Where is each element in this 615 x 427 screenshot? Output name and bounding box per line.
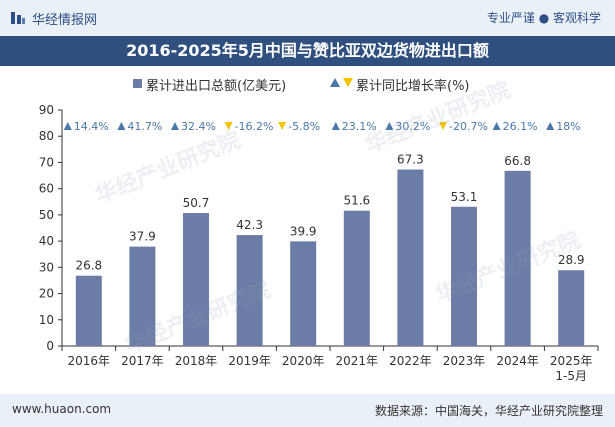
y-tick-label: 0 — [46, 339, 54, 353]
growth-rate-label: 26.1% — [503, 120, 538, 133]
bar-value-label: 42.3 — [236, 218, 263, 232]
bar-value-label: 66.8 — [504, 154, 531, 168]
x-tick-label: 2016年 — [68, 354, 111, 368]
x-tick-label: 2018年 — [175, 354, 218, 368]
bar-value-label: 28.9 — [558, 253, 585, 267]
x-tick-label: 2022年 — [389, 354, 432, 368]
growth-down-icon — [278, 122, 287, 130]
growth-rate-label: 32.4% — [181, 120, 216, 133]
growth-rate-label: 41.7% — [127, 120, 162, 133]
chart-title: 2016-2025年5月中国与赞比亚双边货物进出口额 — [0, 36, 615, 66]
legend-down-triangle-icon — [343, 78, 353, 87]
bar — [558, 270, 585, 346]
bar-value-label: 67.3 — [397, 153, 424, 167]
bar — [290, 241, 317, 346]
bar-value-label: 39.9 — [290, 224, 317, 238]
bar-value-label: 51.6 — [343, 194, 370, 208]
bar — [451, 206, 477, 346]
bar — [504, 170, 531, 346]
chart-legend: 累计进出口总额(亿美元) 累计同比增长率(%) — [0, 74, 615, 96]
growth-rate-label: -16.2% — [235, 120, 274, 133]
x-tick-label: 2025年 — [550, 354, 593, 368]
x-tick-label: 2023年 — [443, 354, 486, 368]
x-tick-label: 2024年 — [496, 354, 539, 368]
header-bar: 华经情报网 专业严谨 ● 客观科学 — [0, 0, 615, 36]
growth-rate-label: -5.8% — [288, 120, 320, 133]
y-tick-label: 60 — [39, 182, 54, 196]
y-tick-label: 30 — [39, 260, 54, 274]
bar — [129, 246, 156, 346]
growth-up-icon — [331, 122, 340, 130]
y-tick-label: 10 — [39, 313, 54, 327]
tagline: 专业严谨 ● 客观科学 — [486, 11, 601, 25]
legend-bar-swatch — [133, 79, 142, 88]
brand-logo-icon — [11, 12, 25, 24]
y-tick-label: 70 — [39, 155, 54, 169]
bar — [75, 275, 102, 346]
data-source: 数据来源：中国海关，华经产业研究院整理 — [374, 404, 603, 418]
growth-up-icon — [492, 122, 501, 130]
bar — [236, 235, 263, 346]
growth-up-icon — [546, 122, 555, 130]
x-tick-label: 2017年 — [121, 354, 164, 368]
y-tick-label: 50 — [39, 208, 54, 222]
x-tick-label: 2019年 — [228, 354, 271, 368]
footer-bar: www.huaon.com 数据来源：中国海关，华经产业研究院整理 — [0, 394, 615, 427]
bar — [183, 213, 209, 346]
legend-bar-label: 累计进出口总额(亿美元) — [146, 79, 287, 94]
x-tick-label: 1-5月 — [555, 369, 587, 383]
y-tick-label: 20 — [39, 287, 54, 301]
growth-up-icon — [63, 122, 72, 130]
bar-value-label: 26.8 — [75, 259, 102, 273]
bar — [397, 169, 424, 346]
bar-chart: 0 10 20 30 40 50 60 70 80 90 26.8 2016年 14.4% 37.9 201… — [39, 103, 599, 383]
growth-rate-label: 14.4% — [74, 120, 109, 133]
growth-up-icon — [117, 122, 126, 130]
bar-value-label: 53.1 — [451, 190, 478, 204]
bar — [343, 210, 370, 346]
brand-name[interactable]: 华经情报网 — [32, 13, 98, 28]
growth-down-icon — [439, 122, 447, 130]
growth-rate-label: -20.7% — [449, 120, 488, 133]
bar-value-label: 50.7 — [183, 196, 210, 210]
x-tick-label: 2021年 — [336, 354, 379, 368]
bar-value-label: 37.9 — [129, 230, 156, 244]
y-tick-label: 40 — [39, 234, 54, 248]
growth-up-icon — [171, 122, 179, 130]
legend-up-triangle-icon — [330, 78, 340, 87]
growth-up-icon — [385, 122, 394, 130]
growth-rate-label: 18% — [556, 120, 580, 133]
legend-rate-label: 累计同比增长率(%) — [356, 79, 470, 94]
y-tick-label: 80 — [39, 129, 54, 143]
x-tick-label: 2020年 — [282, 354, 325, 368]
growth-rate-label: 30.2% — [395, 120, 430, 133]
y-tick-label: 90 — [39, 103, 54, 117]
site-link[interactable]: www.huaon.com — [12, 402, 112, 416]
growth-rate-label: 23.1% — [342, 120, 377, 133]
growth-down-icon — [224, 122, 233, 130]
